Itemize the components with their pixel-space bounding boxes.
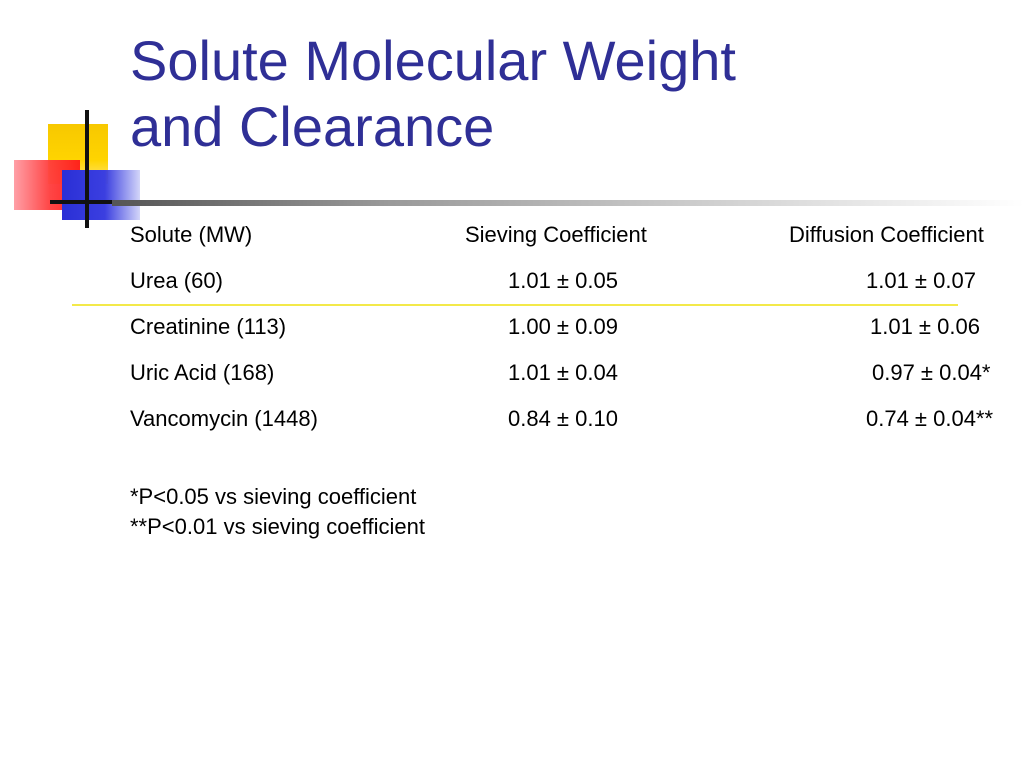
sieving-cell: 1.00 ± 0.09 bbox=[508, 314, 618, 339]
slide-title: Solute Molecular Weight and Clearance bbox=[130, 28, 990, 160]
solute-cell: Vancomycin (1448) bbox=[130, 406, 318, 431]
title-line-2: and Clearance bbox=[130, 95, 495, 158]
yellow-divider bbox=[72, 304, 958, 306]
footnote-2: **P<0.01 vs sieving coefficient bbox=[130, 514, 425, 539]
solute-cell: Creatinine (113) bbox=[130, 314, 287, 339]
logo-vertical-line bbox=[85, 110, 89, 228]
logo-horizontal-line bbox=[50, 200, 120, 204]
logo-blue-square bbox=[62, 170, 140, 220]
header-diffusion-coefficient: Diffusion Coefficient bbox=[789, 222, 984, 247]
diffusion-cell: 1.01 ± 0.07 bbox=[866, 268, 976, 293]
header-solute: Solute (MW) bbox=[130, 222, 253, 247]
table-row: Urea (60) 1.01 ± 0.05 1.01 ± 0.07 bbox=[0, 267, 1024, 295]
table-header-row: Solute (MW) Sieving Coefficient Diffusio… bbox=[0, 221, 1024, 249]
footnotes: *P<0.05 vs sieving coefficient **P<0.01 … bbox=[130, 482, 425, 542]
title-divider bbox=[112, 200, 1024, 206]
sieving-cell: 1.01 ± 0.05 bbox=[508, 268, 618, 293]
diffusion-cell: 0.74 ± 0.04** bbox=[866, 406, 994, 431]
solute-cell: Urea (60) bbox=[130, 268, 223, 293]
table-row: Creatinine (113) 1.00 ± 0.09 1.01 ± 0.06 bbox=[0, 313, 1024, 341]
table-row: Vancomycin (1448) 0.84 ± 0.10 0.74 ± 0.0… bbox=[0, 405, 1024, 433]
header-sieving-coefficient: Sieving Coefficient bbox=[465, 222, 647, 247]
sieving-cell: 1.01 ± 0.04 bbox=[508, 360, 618, 385]
diffusion-cell: 0.97 ± 0.04* bbox=[872, 360, 991, 385]
diffusion-cell: 1.01 ± 0.06 bbox=[870, 314, 980, 339]
table-row: Uric Acid (168) 1.01 ± 0.04 0.97 ± 0.04* bbox=[0, 359, 1024, 387]
title-line-1: Solute Molecular Weight bbox=[130, 29, 736, 92]
footnote-1: *P<0.05 vs sieving coefficient bbox=[130, 484, 417, 509]
solute-cell: Uric Acid (168) bbox=[130, 360, 275, 385]
decorative-logo bbox=[0, 0, 150, 240]
sieving-cell: 0.84 ± 0.10 bbox=[508, 406, 618, 431]
